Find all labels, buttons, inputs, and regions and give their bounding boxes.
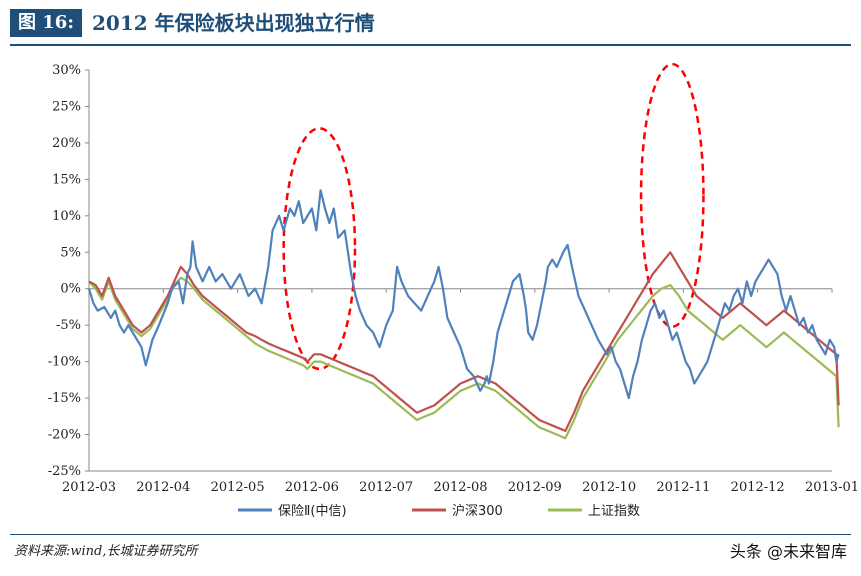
series-lines [87, 189, 840, 440]
y-tick-label: 30% [52, 63, 81, 78]
footer-divider [10, 534, 851, 535]
x-tick-label: 2012-11 [656, 480, 710, 495]
figure-header: 图 16: 2012 年保险板块出现独立行情 [0, 0, 861, 48]
y-tick-label: 15% [52, 172, 81, 187]
header-divider [10, 44, 851, 46]
legend-label: 沪深300 [452, 503, 503, 519]
series-line [88, 251, 840, 432]
x-tick-label: 2013-01 [805, 480, 859, 495]
x-tick-label: 2012-10 [582, 480, 636, 495]
x-tick-label: 2012-09 [508, 480, 562, 495]
series-line [88, 276, 840, 440]
y-tick-label: 0% [60, 282, 81, 297]
x-tick-label: 2012-04 [136, 480, 190, 495]
watermark-text: 头条 @未来智库 [729, 542, 847, 561]
x-tick-label: 2012-05 [211, 480, 265, 495]
y-tick-label: 5% [60, 245, 81, 260]
series-line [87, 189, 840, 400]
line-chart: 30%25%20%15%10%5%0%-5%-10%-15%-20%-25%20… [48, 62, 859, 519]
y-tick-label: -15% [48, 391, 81, 406]
highlight-ellipse [639, 62, 705, 328]
figure-label: 图 16: [10, 9, 82, 37]
figure-title: 2012 年保险板块出现独立行情 [92, 11, 375, 35]
legend-label: 保险Ⅱ(中信) [278, 504, 347, 519]
chart-axes: 30%25%20%15%10%5%0%-5%-10%-15%-20%-25%20… [48, 63, 859, 495]
y-tick-label: 10% [52, 209, 81, 224]
chart-legend: 保险Ⅱ(中信) 沪深300 上证指数 [238, 503, 640, 519]
x-tick-label: 2012-08 [433, 480, 487, 495]
legend-label: 上证指数 [588, 504, 640, 519]
y-tick-label: -25% [48, 464, 81, 479]
x-tick-label: 2012-06 [285, 480, 339, 495]
y-tick-label: -5% [56, 318, 81, 333]
x-tick-label: 2012-03 [62, 480, 116, 495]
x-tick-label: 2012-12 [731, 480, 785, 495]
source-note: 资料来源:wind,长城证券研究所 [14, 544, 198, 559]
highlight-ellipse [282, 127, 357, 371]
y-tick-label: -20% [48, 428, 81, 443]
highlight-ellipses [282, 62, 705, 371]
y-tick-label: 25% [52, 99, 81, 114]
y-tick-label: -10% [48, 355, 81, 370]
x-tick-label: 2012-07 [359, 480, 413, 495]
y-tick-label: 20% [52, 136, 81, 151]
